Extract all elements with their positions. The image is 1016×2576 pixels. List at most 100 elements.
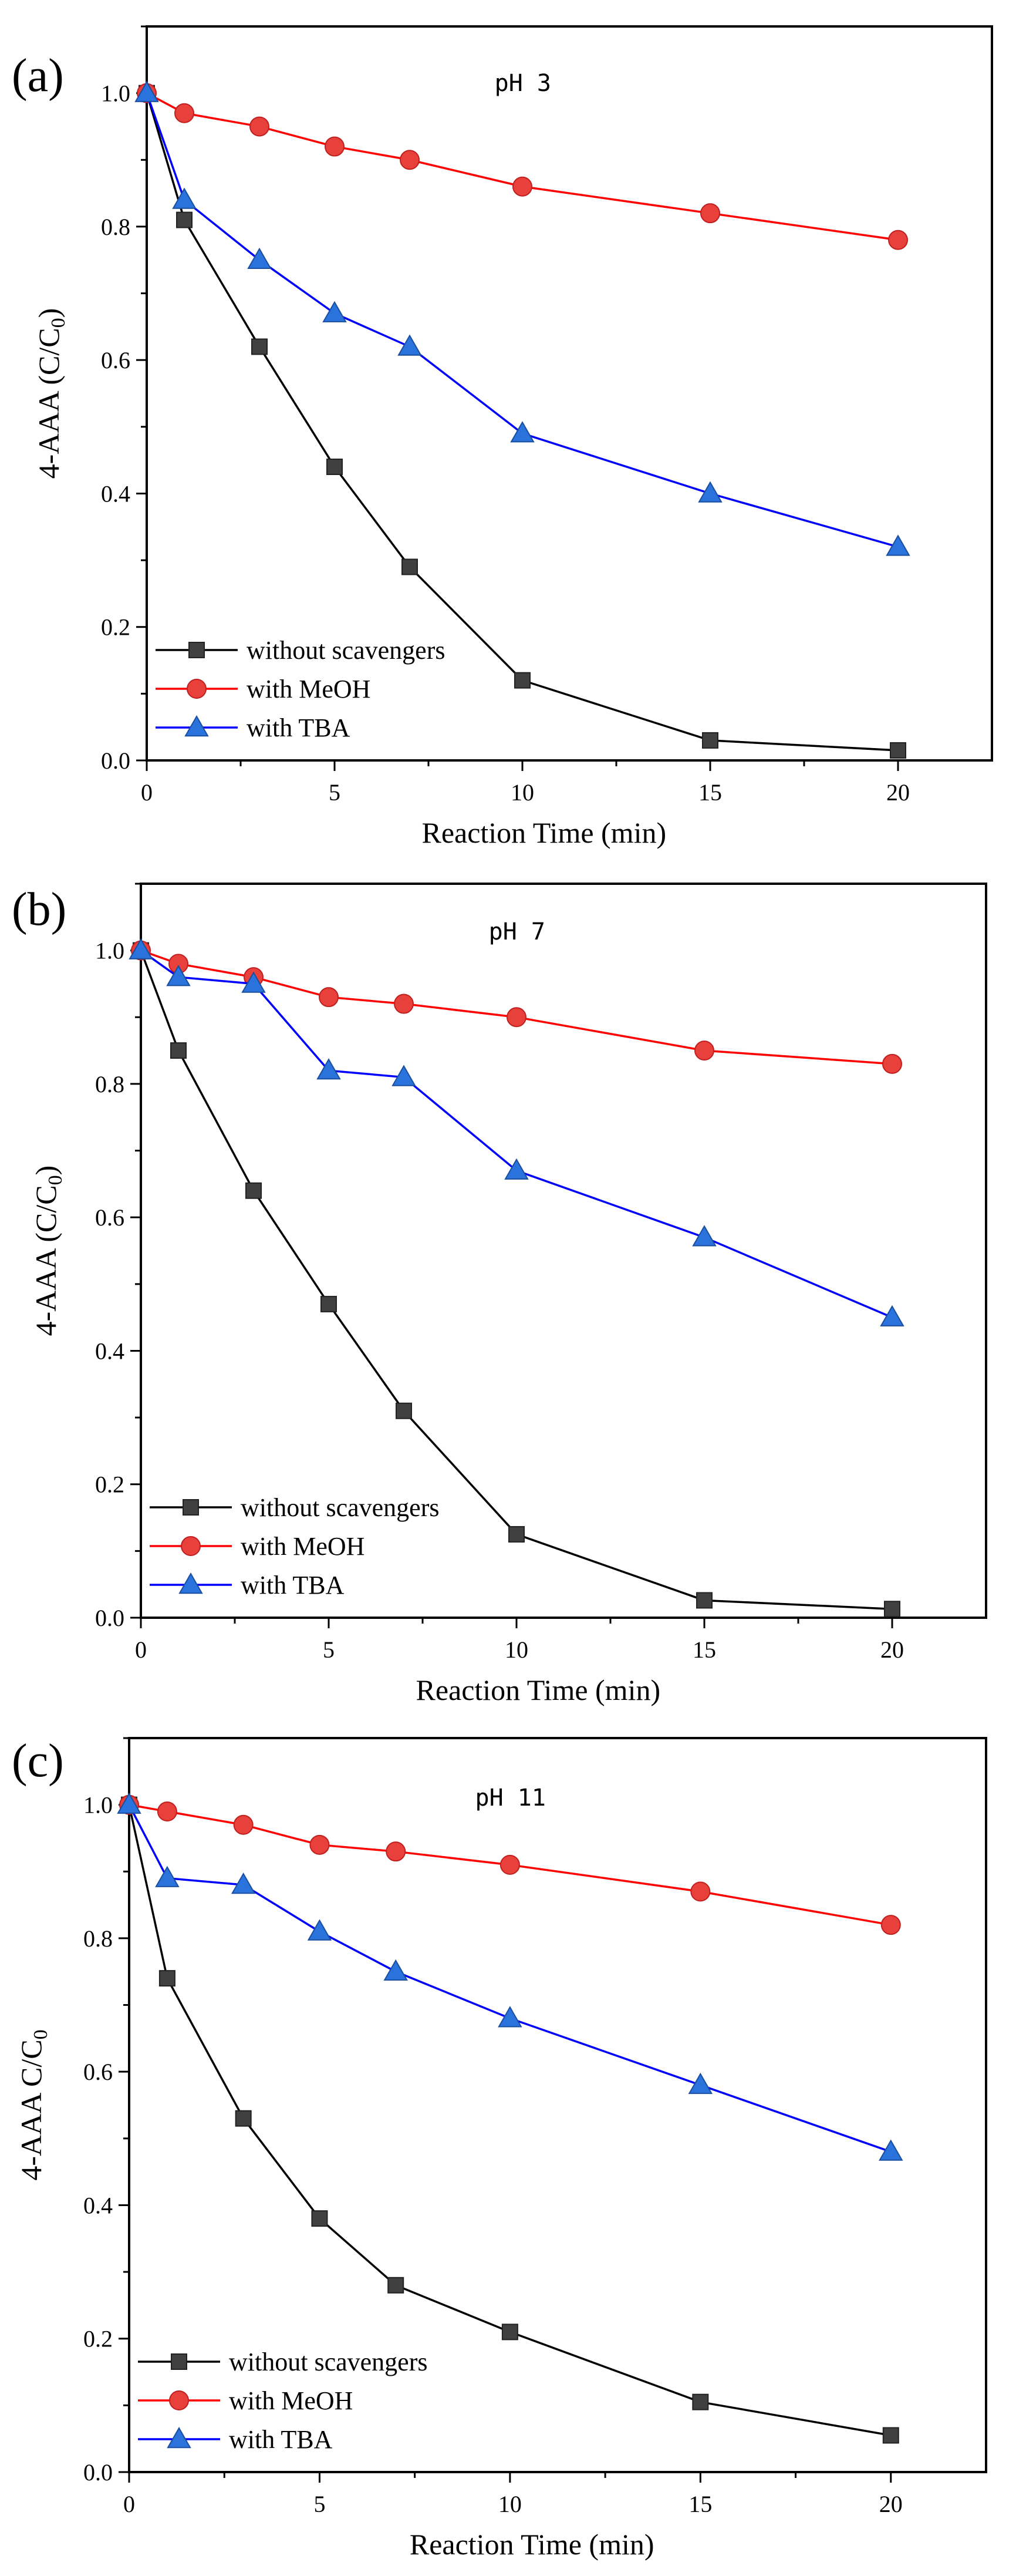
- data-point: [245, 1182, 262, 1199]
- data-point: [311, 2210, 328, 2227]
- data-point: [386, 1841, 406, 1862]
- legend-item: without scavengers: [150, 1493, 439, 1522]
- series-with-tba: [134, 80, 910, 556]
- legend-label: with MeOH: [229, 2386, 353, 2415]
- legend-item: without scavengers: [156, 636, 445, 665]
- legend-marker: [187, 679, 207, 699]
- data-point: [117, 1792, 141, 1814]
- x-tick-label: 5: [323, 1636, 335, 1663]
- legend-label: without scavengers: [247, 636, 445, 665]
- data-point: [155, 1866, 180, 1887]
- series-line: [146, 92, 899, 241]
- data-point: [157, 1801, 177, 1821]
- x-tick-label: 10: [511, 779, 534, 806]
- ph-annotation: pH 7: [489, 918, 545, 945]
- x-tick-label: 5: [329, 779, 340, 806]
- y-tick-label: 0.2: [95, 1471, 124, 1498]
- series-with-tba: [117, 1792, 903, 2161]
- plot-frame: [128, 1737, 987, 2473]
- series-line: [140, 949, 893, 1319]
- legend-item: with MeOH: [138, 2386, 353, 2415]
- data-point: [698, 481, 723, 503]
- y-tick-label: 0.8: [101, 214, 130, 240]
- data-point: [880, 1915, 901, 1935]
- series-line: [146, 93, 899, 548]
- plot-frame: [146, 25, 993, 762]
- x-axis-title: Reaction Time (min): [421, 816, 666, 849]
- legend-marker: [169, 2390, 189, 2410]
- data-point: [176, 211, 193, 228]
- legend-item: with TBA: [150, 1571, 345, 1600]
- legend-label: with TBA: [229, 2425, 333, 2454]
- series-line: [129, 1803, 892, 1926]
- legend-label: with TBA: [241, 1571, 345, 1600]
- y-tick-label: 1.0: [83, 1792, 113, 1819]
- y-tick-label: 0.6: [101, 347, 130, 373]
- y-tick-label: 0.0: [83, 2459, 113, 2486]
- legend-label: without scavengers: [229, 2348, 427, 2376]
- data-point: [247, 247, 272, 269]
- y-tick-label: 0.4: [101, 480, 130, 507]
- data-point: [166, 965, 191, 986]
- y-tick-label: 1.0: [95, 938, 124, 964]
- data-point: [394, 994, 414, 1014]
- data-point: [391, 1065, 416, 1086]
- panel-label: (b): [12, 884, 66, 935]
- legend-marker: [183, 1499, 199, 1516]
- x-axis-title: Reaction Time (min): [416, 1673, 660, 1706]
- data-point: [233, 1814, 254, 1835]
- y-tick-label: 0.4: [95, 1338, 124, 1364]
- data-point: [879, 2139, 903, 2161]
- data-point: [508, 1526, 525, 1543]
- series-line: [140, 949, 893, 1065]
- data-point: [172, 187, 197, 209]
- x-tick-label: 10: [498, 2491, 522, 2517]
- data-point: [882, 2427, 899, 2444]
- chart-panel-3: (c) pH 11 0 5 10 15 20 0.0 0.2 0.4 0.6 0.8 1.0 Reacti…: [12, 1735, 987, 2561]
- legend-item: with MeOH: [150, 1532, 364, 1561]
- data-point: [510, 421, 535, 443]
- data-point: [514, 672, 531, 689]
- y-tick-label: 0.8: [95, 1071, 124, 1097]
- legend-item: with TBA: [156, 713, 350, 742]
- data-point: [702, 732, 718, 749]
- panel-label: (c): [12, 1735, 64, 1787]
- data-point: [884, 1601, 900, 1618]
- data-point: [235, 2110, 252, 2127]
- y-tick-label: 0.8: [83, 1925, 113, 1952]
- x-tick-label: 15: [693, 1636, 716, 1663]
- legend-marker: [171, 2353, 187, 2370]
- legend-marker: [181, 1536, 201, 1556]
- data-point: [231, 1872, 256, 1894]
- legend-item: with TBA: [138, 2425, 333, 2454]
- data-point: [325, 136, 345, 157]
- data-point: [504, 1158, 529, 1180]
- y-tick-label: 0.6: [83, 2059, 113, 2085]
- y-tick-label: 0.4: [83, 2192, 113, 2218]
- data-point: [401, 558, 418, 575]
- y-tick-label: 0.0: [101, 747, 130, 774]
- data-point: [383, 1959, 408, 1981]
- legend-marker: [184, 715, 209, 737]
- data-point: [888, 230, 908, 250]
- legend-marker: [167, 2426, 191, 2449]
- data-point: [129, 938, 153, 959]
- y-tick-label: 0.0: [95, 1605, 124, 1631]
- series-line: [140, 950, 893, 1610]
- data-point: [692, 2393, 709, 2410]
- chart-panel-2: (b) pH 7 0 5 10 15 20 0.0 0.2 0.4 0.6 0.8 1.0 Reactio…: [12, 883, 987, 1706]
- legend-marker: [188, 642, 205, 658]
- data-point: [512, 176, 532, 197]
- series-without-scavengers: [121, 1796, 899, 2444]
- chart-panel-1: (a) pH 3 0 5 10 15 20 0.0 0.2 0.4 0.6 0.8 1.0 Reactio…: [12, 25, 993, 849]
- x-tick-label: 0: [123, 2491, 135, 2517]
- data-point: [316, 1058, 341, 1080]
- data-point: [158, 1970, 175, 1987]
- legend-label: with MeOH: [241, 1532, 364, 1561]
- data-point: [498, 2006, 522, 2028]
- legend: without scavengers with MeOH with TBA: [150, 1493, 439, 1600]
- y-axis-title: 4-AAA (C/C0): [32, 308, 69, 479]
- data-point: [319, 987, 339, 1008]
- data-point: [320, 1295, 337, 1312]
